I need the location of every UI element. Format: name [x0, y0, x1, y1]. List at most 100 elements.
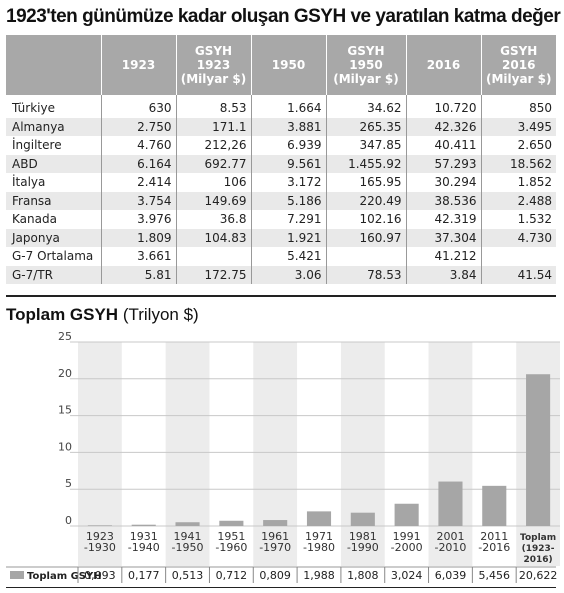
data-value-label: 0,513	[172, 569, 204, 582]
row-label: Almanya	[6, 117, 102, 136]
spacer-cell	[406, 95, 482, 99]
data-value-label: 1,808	[347, 569, 379, 582]
data-row-background	[6, 567, 556, 583]
y-tick-label: 25	[58, 330, 72, 343]
chart-column-band	[253, 342, 298, 566]
table-row: İtalya 2.414 106 3.172 165.95 30.294 1.852	[6, 173, 556, 192]
table-cell: 4.730	[481, 228, 556, 247]
table-header-corner	[6, 35, 102, 95]
spacer-cell	[6, 95, 102, 99]
table-cell: 2.750	[101, 117, 177, 136]
table-cell: 5.186	[251, 191, 327, 210]
table-cell: 172.75	[176, 265, 252, 284]
table-row: Japonya 1.809 104.83 1.921 160.97 37.304 4.730	[6, 228, 556, 247]
table-cell: 6.939	[251, 136, 327, 155]
x-tick-label: 1961	[261, 530, 289, 543]
chart-column-band	[340, 342, 385, 566]
table-cell: 3.495	[481, 117, 556, 136]
table-cell: 630	[101, 99, 177, 118]
table-header-line: (Milyar $)	[333, 72, 399, 86]
table-cell: 104.83	[176, 228, 252, 247]
chart-column-band	[78, 342, 122, 566]
table-header-cell: 2016	[406, 35, 482, 95]
table-cell: 38.536	[406, 191, 482, 210]
chart-bar	[87, 525, 112, 526]
table-cell: 18.562	[481, 154, 556, 173]
table-body: Türkiye 630 8.53 1.664 34.62 10.720 850 Almanya…	[6, 95, 556, 284]
y-tick-label: 20	[58, 367, 72, 380]
x-tick-label: (1923-	[522, 544, 555, 554]
table-cell: 212,26	[176, 136, 252, 155]
x-tick-label: 1923	[86, 530, 114, 543]
table-cell: 3.881	[251, 117, 327, 136]
table-header-cell: GSYH 1923 (Milyar $)	[176, 35, 252, 95]
x-tick-label: -1950	[172, 541, 204, 554]
table-cell: 1.455.92	[326, 154, 407, 173]
section-divider	[6, 295, 556, 297]
chart-title: Toplam GSYH (Trilyon $)	[6, 305, 199, 325]
data-value-label: 5,456	[479, 569, 511, 582]
row-label: İngiltere	[6, 136, 102, 155]
table-cell: 41.54	[481, 265, 556, 284]
data-value-label: 1,988	[303, 569, 335, 582]
table-cell: 3.172	[251, 173, 327, 192]
x-tick-label: 2016)	[524, 555, 553, 565]
table-cell: 9.561	[251, 154, 327, 173]
row-label: Türkiye	[6, 99, 102, 118]
x-tick-label: -1940	[128, 541, 160, 554]
table-header-cell: GSYH 1950 (Milyar $)	[326, 35, 407, 95]
x-tick-label: -1930	[84, 541, 116, 554]
table-header-line: GSYH	[194, 44, 233, 58]
table-cell: 42.326	[406, 117, 482, 136]
table-row: Kanada 3.976 36.8 7.291 102.16 42.319 1.532	[6, 210, 556, 229]
row-label: G-7/TR	[6, 265, 102, 284]
y-tick-label: 10	[58, 440, 72, 453]
x-tick-label: -2000	[391, 541, 423, 554]
table-cell: 5.81	[101, 265, 177, 284]
spacer-cell	[176, 95, 252, 99]
gdp-table-container: 1923 GSYH 1923 (Milyar $) 1950 GSYH 1950 (Milya…	[6, 35, 556, 284]
spacer-cell	[251, 95, 327, 99]
table-cell: 149.69	[176, 191, 252, 210]
table-cell: 3.84	[406, 265, 482, 284]
y-tick-label: 0	[65, 514, 72, 527]
table-cell: 2.650	[517, 138, 552, 153]
table-cell	[326, 247, 407, 266]
row-label: ABD	[6, 154, 102, 173]
table-cell: 3.754	[101, 191, 177, 210]
row-label: G-7 Ortalama	[6, 247, 102, 266]
y-tick-label: 5	[65, 477, 72, 490]
data-value-label: 0,809	[259, 569, 291, 582]
table-cell: 265.35	[326, 117, 407, 136]
chart-bar	[350, 512, 375, 526]
table-cell: 34.62	[326, 99, 407, 118]
table-cell: 102.16	[326, 210, 407, 229]
table-cell	[481, 247, 556, 266]
chart-bar	[306, 511, 332, 526]
bottom-rule	[6, 587, 556, 588]
table-header-cell: 1950	[251, 35, 327, 95]
chart-column-band	[428, 342, 473, 566]
x-tick-label: 2001	[436, 530, 464, 543]
table-cell	[176, 247, 252, 266]
row-label: Kanada	[6, 210, 102, 229]
x-tick-label: 1951	[217, 530, 245, 543]
data-value-label: 20,622	[519, 569, 558, 582]
x-tick-label: 1991	[393, 530, 421, 543]
x-tick-label: -1960	[215, 541, 247, 554]
table-cell: 692.77	[176, 154, 252, 173]
table-row: G-7/TR 5.81 172.75 3.06 78.53 3.84 41.54	[6, 265, 556, 284]
table-cell: 2.414	[101, 173, 177, 192]
table-cell: 42.319	[406, 210, 482, 229]
table-header-line: 1923	[196, 58, 231, 72]
legend-label: Toplam GSYH	[27, 571, 102, 582]
data-value-label: 3,024	[391, 569, 423, 582]
table-cell: 57.293	[406, 154, 482, 173]
x-tick-label: -1990	[347, 541, 379, 554]
table-row: ABD 6.164 692.77 9.561 1.455.92 57.293 18.562	[6, 154, 556, 173]
table-row: G-7 Ortalama 3.661 5.421 41.212	[6, 247, 556, 266]
table-header-line: 1950	[271, 58, 306, 72]
table-spacer-row	[6, 95, 556, 99]
table-cell: 165.95	[326, 173, 407, 192]
x-tick-label: 1941	[174, 530, 202, 543]
